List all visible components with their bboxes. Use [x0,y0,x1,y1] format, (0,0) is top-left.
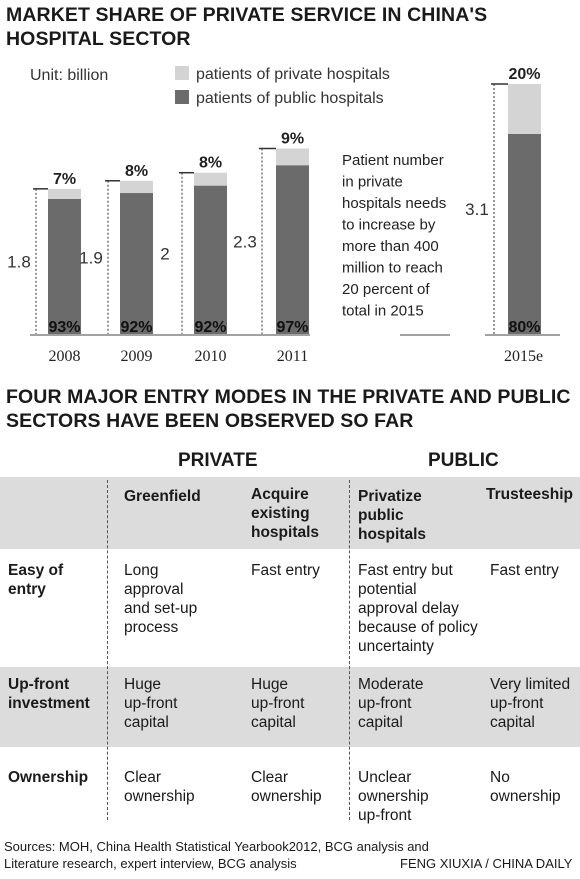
bar-private-2015e [508,84,541,134]
column-header-1: Greenfield [124,488,201,505]
public-header: PUBLIC [428,450,499,471]
annotation-line: to increase by [342,217,436,234]
table-cell-r3-c4: No ownership [490,769,561,805]
bar-public-2010 [194,185,227,334]
chart-title: MARKET SHARE OF PRIVATE SERVICE IN CHINA… [6,4,488,50]
category-label-2011: 2011 [277,348,308,365]
legend-label-private: patients of private hospitals [196,66,390,83]
column-header-4: Trusteeship [486,486,573,503]
table-title: FOUR MAJOR ENTRY MODES IN THE PRIVATE AN… [6,386,571,432]
table-row-band [0,667,580,747]
table-cell-r2-c2: Huge up-front capital [251,676,305,731]
category-label-2009: 2009 [121,348,153,365]
private-share-label-2008: 7% [53,171,76,188]
column-divider-1 [107,480,108,820]
legend-swatch-private [175,66,189,80]
annotation-line: total in 2015 [342,303,424,320]
column-divider-2 [349,480,350,820]
table-cell-r1-c1: Long approval and set-up process [124,562,198,636]
bar-public-2011 [276,165,309,334]
legend-swatch-public [175,90,189,104]
total-label-2009: 1.9 [79,248,103,267]
annotation-line: million to reach [342,260,443,277]
bar-private-2009 [120,180,153,194]
table-cell-r1-c2: Fast entry [251,562,320,579]
public-share-label-2015e: 80% [508,319,540,336]
public-share-label-2009: 92% [120,319,152,336]
private-share-label-2011: 9% [281,131,304,148]
row-label-1: Easy of entry [8,562,64,598]
annotation-line: Patient number [342,152,444,169]
total-label-2015e: 3.1 [465,200,489,219]
column-header-3: Privatize public hospitals [358,488,427,543]
table-cell-r2-c4: Very limited up-front capital [490,676,571,731]
table-cell-r1-c4: Fast entry [490,562,559,579]
private-header: PRIVATE [178,450,258,471]
annotation-line: hospitals needs [342,195,446,212]
category-label-2010: 2010 [195,348,227,365]
table-cell-r3-c1: Clear ownership [124,769,195,805]
table-cell-r2-c1: Huge up-front capital [124,676,178,731]
public-share-label-2011: 97% [276,319,308,336]
bars-group: 1.8 7% 93% 2008 1.9 8% 92% 2009 2 8% 92% 2010 2.3 9% 9… [7,66,560,365]
category-label-2008: 2008 [49,348,81,365]
table-cell-r3-c3: Unclear ownership up-front [358,769,429,824]
row-label-2: Up-front investment [8,676,90,712]
annotation-line: in private [342,174,403,191]
bar-private-2010 [194,172,227,186]
private-share-label-2009: 8% [125,163,148,180]
bar-private-2011 [276,148,309,166]
row-label-3: Ownership [8,769,89,786]
bar-public-2015e [508,134,541,334]
legend-label-public: patients of public hospitals [196,90,384,107]
sources-note: Sources: MOH, China Health Statistical Y… [4,839,429,871]
bar-public-2009 [120,193,153,334]
table-cell-r1-c3: Fast entry but potential approval delay bec… [358,562,478,655]
private-share-label-2010: 8% [199,155,222,172]
total-label-2011: 2.3 [233,232,257,251]
table-cell-r2-c3: Moderate up-front capital [358,676,424,731]
public-share-label-2010: 92% [194,319,226,336]
total-label-2008: 1.8 [7,252,31,271]
unit-label: Unit: billion [30,67,108,84]
category-label-2015e: 2015e [504,348,543,365]
stacked-bar-chart: Unit: billion patients of private hospit… [7,66,560,365]
table-header-band [0,477,580,549]
total-label-2010: 2 [160,244,169,263]
private-share-label-2015e: 20% [508,66,540,83]
annotation-line: more than 400 [342,238,439,255]
bar-private-2008 [48,188,81,199]
column-header-2: Acquire existing hospitals [251,486,320,541]
annotation-line: 20 percent of [342,281,430,298]
public-share-label-2008: 93% [48,319,80,336]
credit-line: FENG XIUXIA / CHINA DAILY [400,856,573,871]
table-cell-r3-c2: Clear ownership [251,769,322,805]
annotation-text: Patient number in private hospitals needs t… [342,152,446,320]
bar-public-2008 [48,199,81,334]
